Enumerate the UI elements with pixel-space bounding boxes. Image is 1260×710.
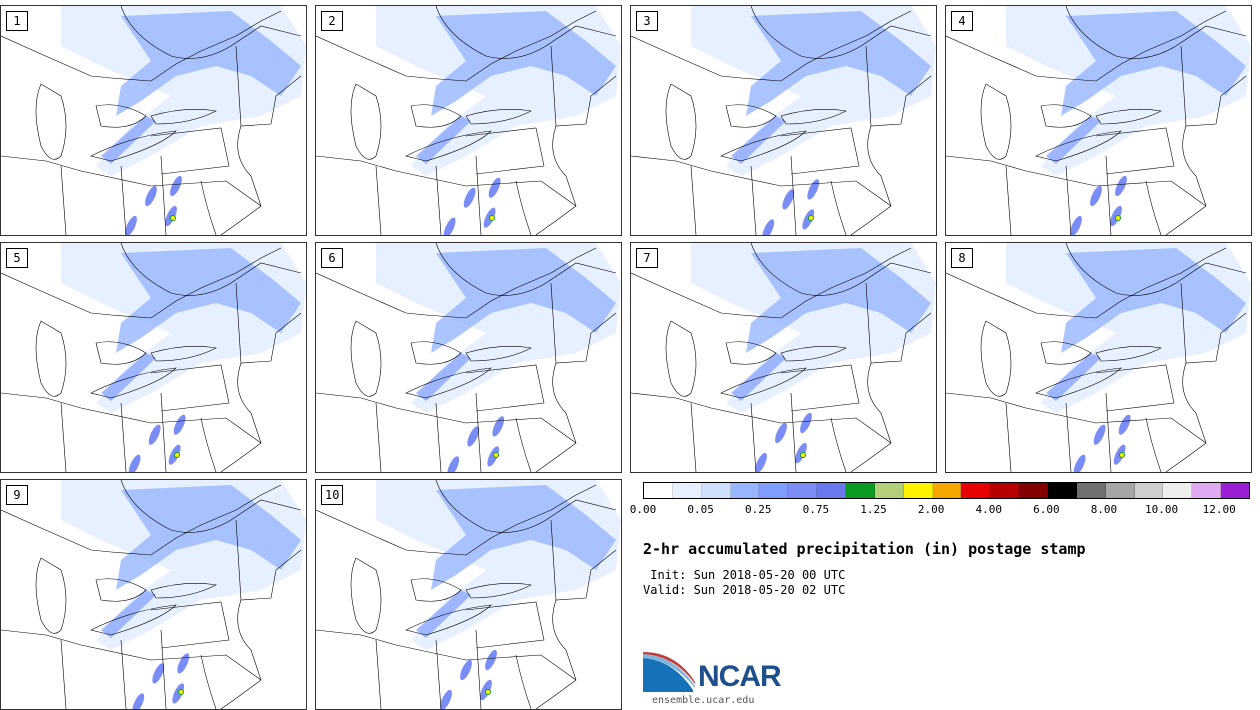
member-panel: 1 — [0, 5, 307, 236]
figure-title: 2-hr accumulated precipitation (in) post… — [643, 540, 1086, 558]
colorbar-swatch — [1019, 483, 1049, 498]
colorbar-swatch — [932, 483, 962, 498]
colorbar-swatch — [874, 483, 904, 498]
colorbar-swatch — [903, 483, 933, 498]
precip-map-icon — [316, 6, 621, 235]
colorbar-swatch — [1076, 483, 1106, 498]
ensemble-url: ensemble.ucar.edu — [652, 695, 755, 706]
colorbar-tick: 0.05 — [687, 503, 714, 516]
colorbar-swatch — [1221, 483, 1250, 498]
member-panel: 7 — [630, 242, 937, 473]
member-number-label: 10 — [321, 485, 344, 505]
colorbar-swatch — [644, 483, 673, 498]
ncar-logo-text: NCAR — [698, 660, 782, 693]
colorbar-swatch — [672, 483, 702, 498]
colorbar-swatch — [1048, 483, 1077, 498]
colorbar-swatch — [730, 483, 760, 498]
member-panel: 6 — [315, 242, 622, 473]
colorbar-swatch — [846, 483, 875, 498]
member-number-label: 1 — [6, 11, 28, 31]
colorbar-swatch — [1192, 483, 1222, 498]
colorbar-swatch — [1134, 483, 1164, 498]
precip-map-icon — [946, 243, 1251, 472]
member-panel: 3 — [630, 5, 937, 236]
precip-map-icon — [946, 6, 1251, 235]
member-panel: 9 — [0, 479, 307, 710]
colorbar-tick: 10.00 — [1145, 503, 1179, 516]
colorbar-swatch — [788, 483, 818, 498]
precip-map-icon — [1, 6, 306, 235]
precip-map-icon — [1, 243, 306, 472]
precip-map-icon — [316, 480, 621, 709]
colorbar-tick: 0.00 — [629, 503, 657, 516]
member-number-label: 4 — [951, 11, 973, 31]
member-panel: 4 — [945, 5, 1252, 236]
colorbar-swatch — [961, 483, 991, 498]
member-number-label: 3 — [636, 11, 658, 31]
precip-map-icon — [631, 6, 936, 235]
colorbar-swatch — [817, 483, 847, 498]
member-panel: 2 — [315, 5, 622, 236]
colorbar-swatch — [701, 483, 731, 498]
colorbar-tick: 0.75 — [802, 503, 830, 516]
colorbar-tick: 6.00 — [1033, 503, 1060, 516]
colorbar-tick: 4.00 — [975, 503, 1002, 516]
colorbar-swatch — [1163, 483, 1193, 498]
member-number-label: 8 — [951, 248, 973, 268]
precip-map-icon — [631, 243, 936, 472]
member-panel: 5 — [0, 242, 307, 473]
member-number-label: 2 — [321, 11, 343, 31]
colorbar-swatch — [759, 483, 789, 498]
member-panel: 8 — [945, 242, 1252, 473]
member-number-label: 6 — [321, 248, 343, 268]
member-number-label: 7 — [636, 248, 658, 268]
precipitation-colorbar — [643, 482, 1250, 499]
precip-map-icon — [1, 480, 306, 709]
member-panel: 10 — [315, 479, 622, 710]
colorbar-tick: 8.00 — [1090, 503, 1118, 516]
colorbar-swatch — [990, 483, 1020, 498]
member-number-label: 5 — [6, 248, 28, 268]
colorbar-tick: 0.25 — [744, 503, 772, 516]
member-number-label: 9 — [6, 485, 28, 505]
init-time: Init: Sun 2018-05-20 00 UTC — [643, 568, 846, 582]
colorbar-tick: 1.25 — [860, 503, 887, 516]
colorbar-tick: 2.00 — [917, 503, 945, 516]
precip-map-icon — [316, 243, 621, 472]
valid-time: Valid: Sun 2018-05-20 02 UTC — [643, 583, 846, 597]
ncar-logo-icon — [643, 652, 695, 694]
colorbar-tick: 12.00 — [1202, 503, 1236, 516]
colorbar-swatch — [1105, 483, 1135, 498]
